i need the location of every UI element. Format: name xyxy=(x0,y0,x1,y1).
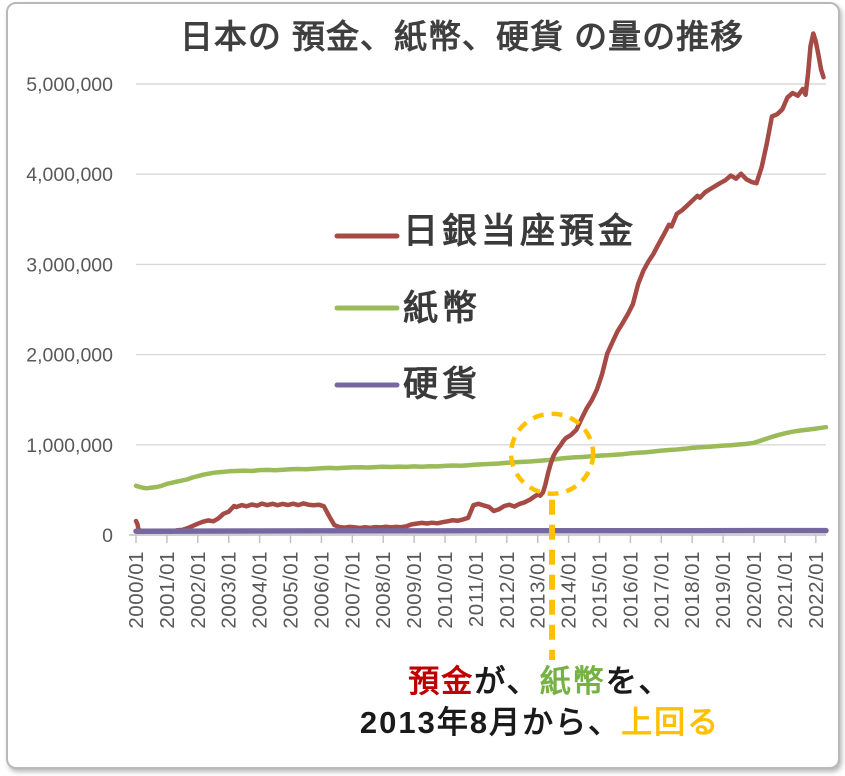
svg-text:2010/01: 2010/01 xyxy=(434,551,457,629)
crossing-callout: 預金が、紙幣を、 2013年8月から、上回る xyxy=(240,661,840,743)
callout-deposits-word: 預金 xyxy=(408,664,475,699)
legend: 日銀当座預金 紙幣 硬貨 xyxy=(334,211,637,404)
svg-text:2006/01: 2006/01 xyxy=(310,551,333,629)
chart-title: 日本の 預金、紙幣、硬貨 の量の推移 xyxy=(179,18,745,55)
svg-text:2017/01: 2017/01 xyxy=(650,551,673,629)
callout-line-2: 2013年8月から、上回る xyxy=(240,702,840,743)
svg-text:3,000,000: 3,000,000 xyxy=(26,254,113,276)
svg-text:2016/01: 2016/01 xyxy=(619,551,642,629)
x-axis-labels: 2000/01 2001/01 2002/01 2003/01 2004/01 2005/… xyxy=(125,551,828,629)
svg-text:2013/01: 2013/01 xyxy=(527,551,550,629)
svg-text:2012/01: 2012/01 xyxy=(496,551,519,629)
svg-text:2,000,000: 2,000,000 xyxy=(26,345,113,367)
svg-text:2008/01: 2008/01 xyxy=(372,551,395,629)
callout-exceed-word: 上回る xyxy=(621,705,721,740)
chart-frame xyxy=(6,2,840,769)
svg-text:2003/01: 2003/01 xyxy=(218,551,241,629)
svg-text:2011/01: 2011/01 xyxy=(465,551,488,627)
svg-text:4,000,000: 4,000,000 xyxy=(26,164,113,186)
svg-text:2007/01: 2007/01 xyxy=(341,551,364,629)
svg-text:2001/01: 2001/01 xyxy=(156,551,179,629)
svg-text:2004/01: 2004/01 xyxy=(249,551,272,629)
svg-text:2002/01: 2002/01 xyxy=(187,551,210,629)
legend-label-deposits: 日銀当座預金 xyxy=(403,211,637,251)
crossing-annotation xyxy=(508,411,596,660)
svg-text:0: 0 xyxy=(102,525,113,547)
svg-text:2020/01: 2020/01 xyxy=(743,551,766,629)
y-axis-labels: 0 1,000,000 2,000,000 3,000,000 4,000,000 5,0… xyxy=(26,74,113,547)
svg-text:2015/01: 2015/01 xyxy=(589,551,612,629)
series-deposits-line xyxy=(133,31,826,534)
svg-text:5,000,000: 5,000,000 xyxy=(26,74,113,96)
legend-label-coins: 硬貨 xyxy=(403,365,481,404)
callout-line-1: 預金が、紙幣を、 xyxy=(408,664,672,699)
svg-text:2014/01: 2014/01 xyxy=(558,551,581,629)
svg-text:2009/01: 2009/01 xyxy=(403,551,426,629)
series-banknotes-line xyxy=(133,424,829,491)
callout-date: 2013年8月から、 xyxy=(359,705,622,740)
svg-text:2005/01: 2005/01 xyxy=(280,551,303,629)
svg-text:2019/01: 2019/01 xyxy=(712,551,735,629)
callout-banknotes-word: 紙幣 xyxy=(539,664,606,699)
crossing-circle xyxy=(508,411,596,496)
svg-text:2018/01: 2018/01 xyxy=(681,551,704,629)
series-coins-line xyxy=(133,527,829,534)
svg-text:2022/01: 2022/01 xyxy=(805,551,828,629)
svg-text:2021/01: 2021/01 xyxy=(774,551,797,629)
svg-text:1,000,000: 1,000,000 xyxy=(26,435,113,457)
svg-text:2000/01: 2000/01 xyxy=(125,551,148,629)
series-lines xyxy=(133,31,829,534)
legend-label-banknotes: 紙幣 xyxy=(403,289,481,328)
gridlines xyxy=(129,83,826,543)
